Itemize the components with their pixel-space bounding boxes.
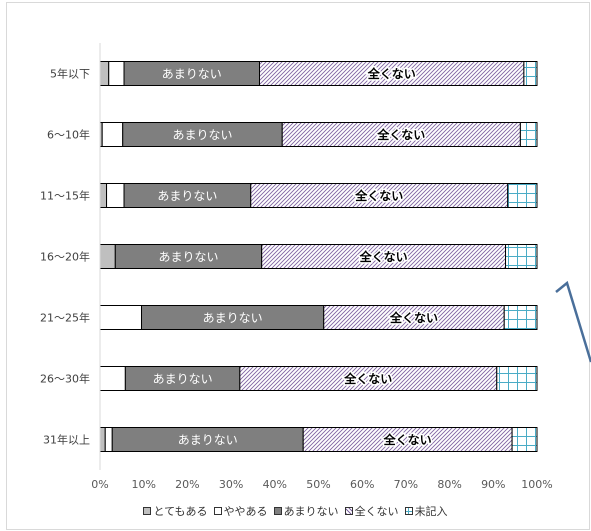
legend-swatch bbox=[273, 507, 282, 515]
data-label: 全くない bbox=[383, 432, 432, 447]
bar-segment bbox=[106, 183, 125, 208]
bar-segment bbox=[114, 244, 263, 269]
data-label: あまりない bbox=[158, 250, 218, 264]
category-label: 31年以上 bbox=[43, 433, 90, 447]
data-label: あまりない bbox=[203, 311, 263, 325]
category-label: 16～20年 bbox=[40, 250, 90, 264]
legend-item: ややある bbox=[213, 503, 268, 519]
bar-segment bbox=[141, 305, 325, 330]
legend-item: とてもある bbox=[143, 503, 208, 519]
legend-label: 全くない bbox=[354, 505, 399, 518]
legend-label: 未記入 bbox=[414, 505, 448, 518]
legend-item: あまりない bbox=[273, 503, 339, 519]
bar-segment bbox=[99, 305, 143, 330]
data-label: あまりない bbox=[172, 128, 232, 142]
x-tick-label: 70% bbox=[394, 478, 418, 491]
bar-segment bbox=[239, 366, 498, 391]
data-label: 全くない bbox=[343, 371, 392, 386]
data-label: 全くない bbox=[376, 127, 425, 142]
bar-segment bbox=[99, 61, 110, 86]
bar-segment bbox=[302, 427, 513, 452]
bar-segment bbox=[323, 305, 505, 330]
bar-segment bbox=[111, 427, 304, 452]
data-label: あまりない bbox=[178, 433, 238, 447]
x-tick-label: 100% bbox=[521, 478, 552, 491]
data-label: 全くない bbox=[389, 310, 438, 325]
bar-segment bbox=[250, 183, 509, 208]
bar-segment bbox=[281, 122, 521, 147]
legend-item: 未記入 bbox=[404, 503, 448, 519]
data-label: あまりない bbox=[153, 372, 213, 386]
bar-segment bbox=[124, 366, 241, 391]
bar-segment bbox=[123, 183, 252, 208]
legend-label: ややある bbox=[223, 505, 268, 518]
category-label: 5年以下 bbox=[50, 67, 90, 81]
legend-swatch bbox=[404, 507, 413, 515]
legend-item: 全くない bbox=[344, 503, 399, 519]
bar-segment bbox=[99, 427, 106, 452]
data-label: あまりない bbox=[157, 189, 217, 203]
bar-segment bbox=[104, 427, 113, 452]
bar-segment bbox=[108, 61, 125, 86]
x-tick-label: 0% bbox=[91, 478, 108, 491]
data-label: 全くない bbox=[359, 249, 408, 264]
legend-label: あまりない bbox=[283, 505, 339, 518]
bar-segment bbox=[123, 61, 261, 86]
x-tick-label: 40% bbox=[263, 478, 287, 491]
bar-segment bbox=[511, 427, 538, 452]
bar-segment bbox=[503, 305, 538, 330]
bar-segment bbox=[261, 244, 507, 269]
bar-segment bbox=[519, 122, 538, 147]
category-label: 11～15年 bbox=[40, 189, 90, 203]
data-label: 全くない bbox=[367, 66, 416, 81]
x-tick-label: 30% bbox=[219, 478, 243, 491]
bar-segment bbox=[507, 183, 538, 208]
data-label: 全くない bbox=[354, 188, 403, 203]
bar-segment bbox=[99, 366, 126, 391]
category-label: 6～10年 bbox=[47, 128, 90, 142]
bar-segment bbox=[523, 61, 538, 86]
bar-segment bbox=[99, 183, 108, 208]
bar-segment bbox=[259, 61, 525, 86]
legend-swatch bbox=[143, 507, 152, 515]
legend-swatch bbox=[344, 507, 353, 515]
annotation-arrow bbox=[555, 280, 591, 363]
category-label: 21～25年 bbox=[40, 311, 90, 325]
x-tick-label: 20% bbox=[175, 478, 199, 491]
x-tick-label: 10% bbox=[131, 478, 155, 491]
bar-segment bbox=[505, 244, 538, 269]
bar-segment bbox=[101, 122, 124, 147]
x-tick-label: 90% bbox=[481, 478, 505, 491]
category-label: 26～30年 bbox=[40, 372, 90, 386]
x-tick-label: 60% bbox=[350, 478, 374, 491]
x-tick-label: 50% bbox=[306, 478, 330, 491]
legend-swatch bbox=[213, 507, 222, 515]
bar-segment bbox=[496, 366, 538, 391]
data-label: あまりない bbox=[162, 67, 222, 81]
x-tick-label: 80% bbox=[437, 478, 461, 491]
legend: とてもある ややある あまりない 全くない 未記入 bbox=[0, 503, 591, 519]
bar-segment bbox=[99, 244, 116, 269]
legend-label: とてもある bbox=[153, 505, 208, 518]
